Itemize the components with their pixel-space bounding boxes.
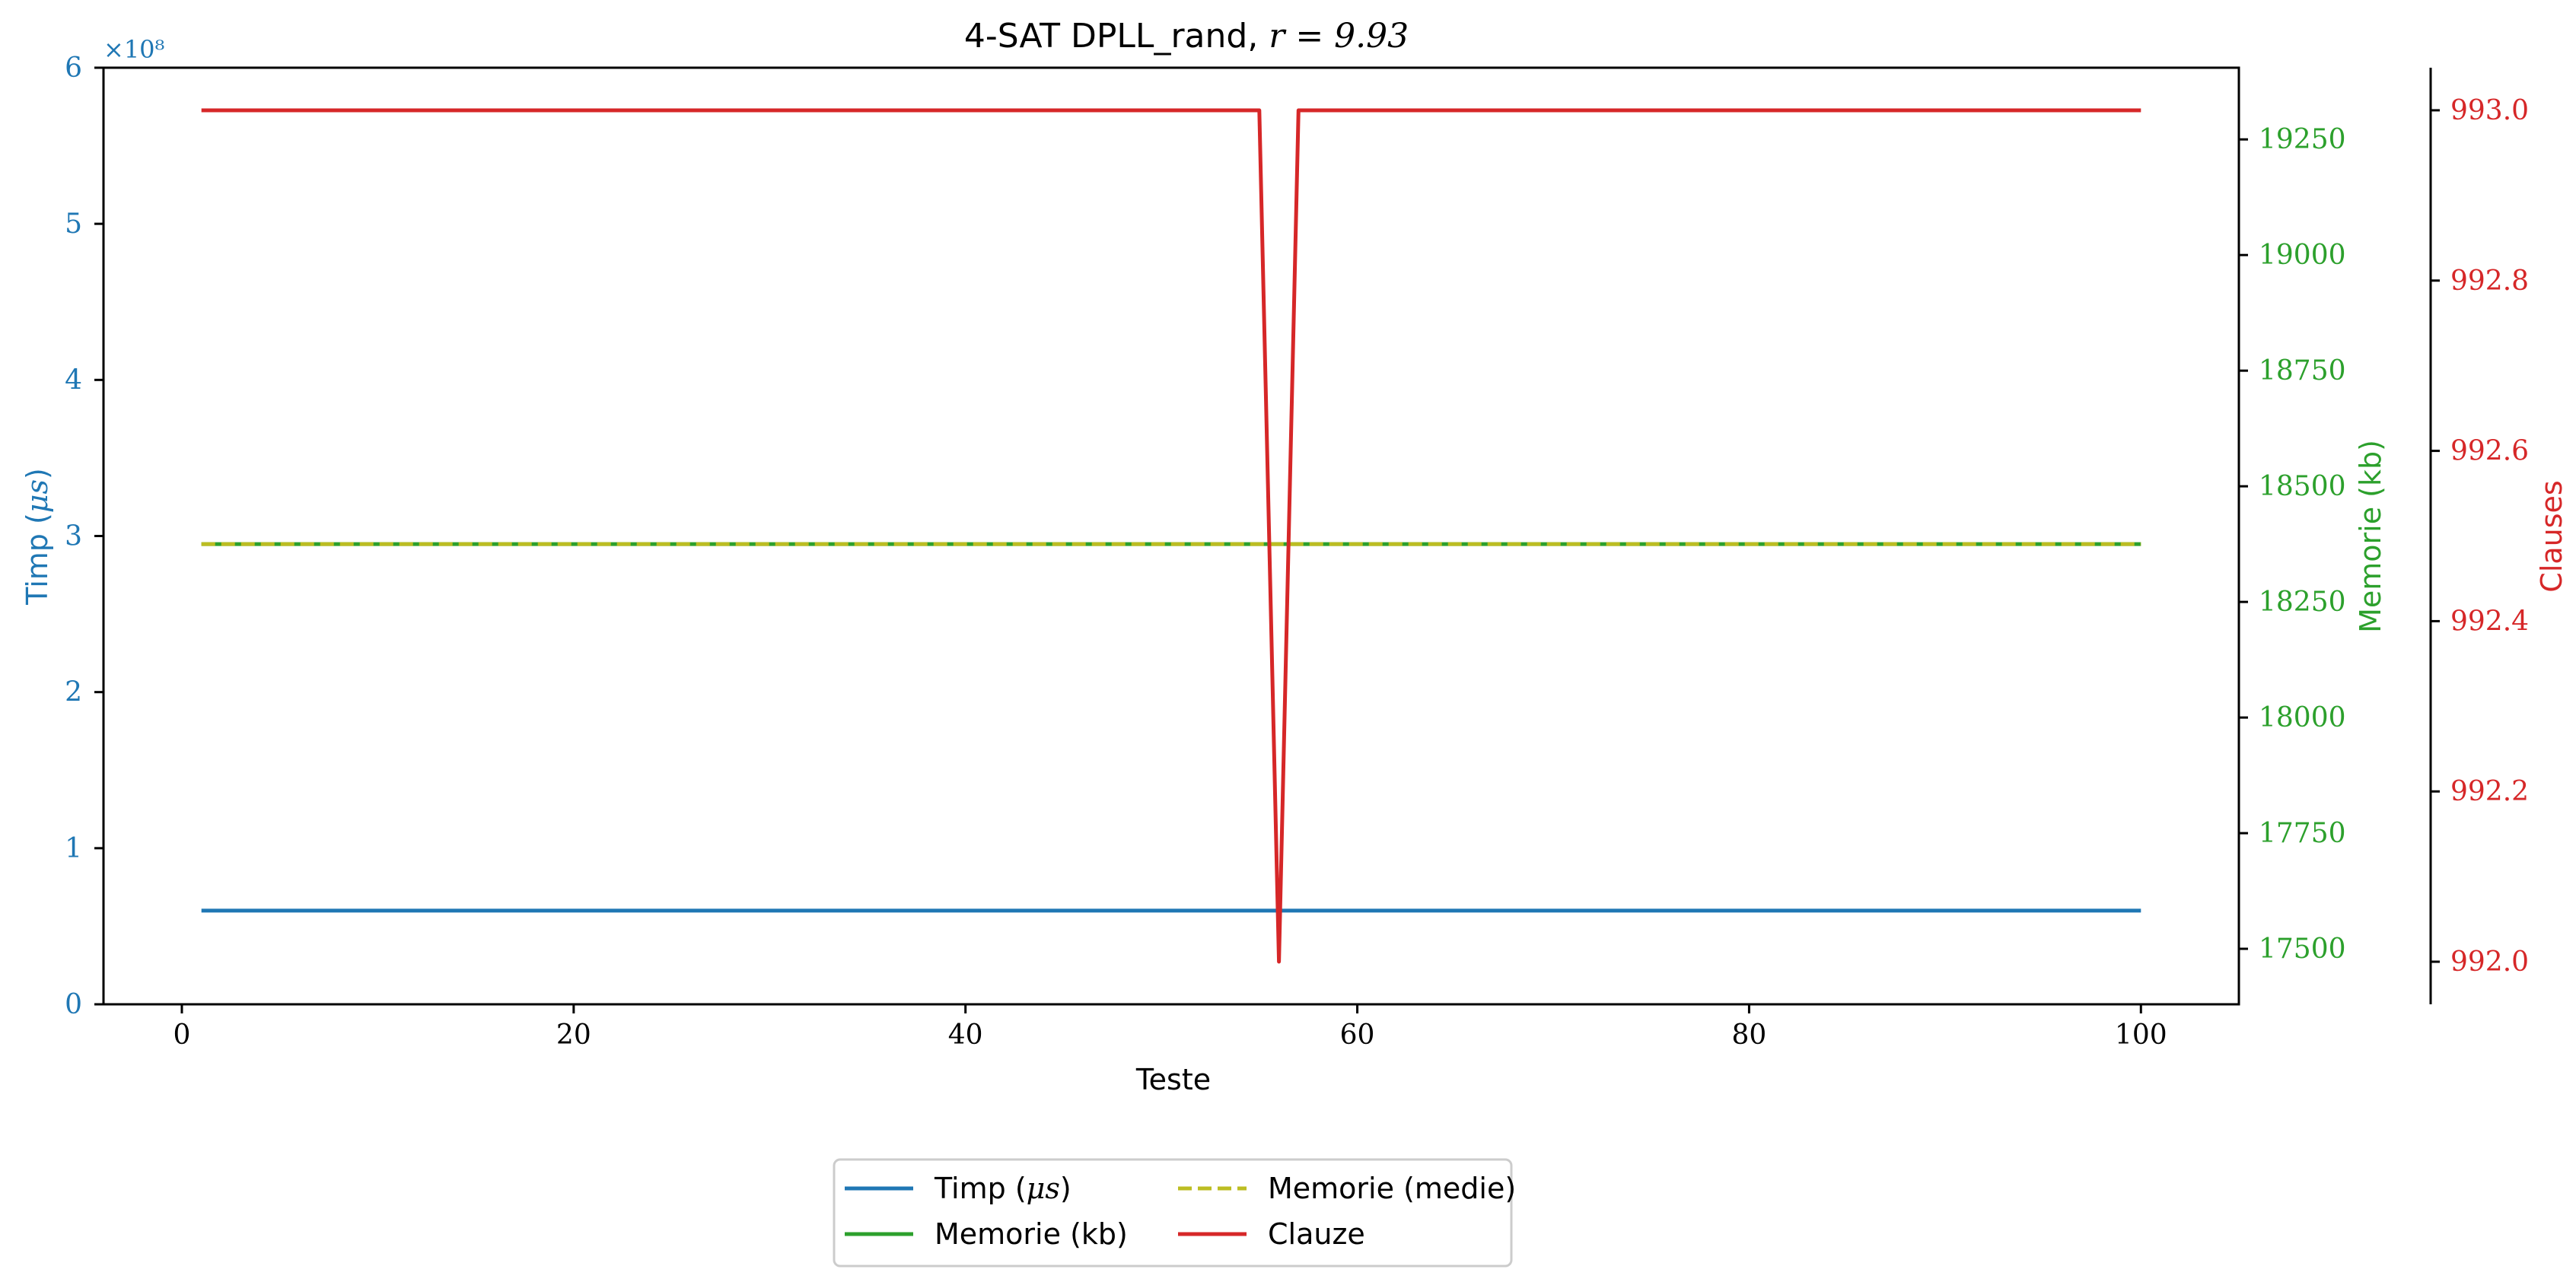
memory-tick-label: 19000 [2259, 240, 2346, 271]
time-axis-label-prefix: Timp ( [21, 513, 54, 606]
clauses-tick-label: 992.8 [2450, 266, 2529, 297]
time-axis-ticks: 0 1 2 3 4 5 6 [65, 52, 103, 1020]
x-tick-label: 20 [556, 1020, 591, 1051]
clauses-axis-ticks: 992.0 992.2 992.4 992.6 992.8 993.0 [2431, 95, 2529, 978]
clauses-tick-label: 992.0 [2450, 946, 2529, 978]
time-axis-multiplier: ×10⁸ [103, 35, 164, 64]
series-lines [201, 108, 2141, 964]
series-line-clauze [201, 108, 2141, 964]
time-tick-label: 1 [65, 833, 82, 864]
memory-tick-label: 19250 [2259, 124, 2346, 155]
legend-items: Timp (μs) Memorie (medie) Memorie (kb) Clau… [845, 1172, 1516, 1251]
memory-tick-label: 17500 [2259, 934, 2346, 965]
x-tick-label: 40 [948, 1020, 983, 1051]
memory-tick-label: 18000 [2259, 702, 2346, 733]
x-axis-ticks: 0 20 40 60 80 100 [174, 1004, 2167, 1051]
clauses-tick-label: 993.0 [2450, 95, 2529, 126]
x-tick-label: 0 [174, 1020, 191, 1051]
memory-tick-label: 18750 [2259, 355, 2346, 387]
memory-tick-label: 18500 [2259, 471, 2346, 502]
memory-tick-label: 18250 [2259, 587, 2346, 618]
time-axis-label-suffix: ) [21, 468, 54, 479]
memory-tick-label: 17750 [2259, 818, 2346, 849]
clauses-tick-label: 992.4 [2450, 606, 2529, 637]
legend-label-memorie-kb: Memorie (kb) [935, 1217, 1128, 1251]
memory-axis-ticks: 17500 17750 18000 18250 18500 18750 19000 19250 [2239, 124, 2346, 965]
clauses-tick-label: 992.6 [2450, 436, 2529, 467]
time-tick-label: 0 [65, 989, 82, 1020]
x-axis-label: Teste [1135, 1063, 1211, 1096]
legend-label-timp-s: Timp (μs) [934, 1172, 1071, 1205]
time-tick-label: 6 [65, 52, 82, 84]
chart-title: 4-SAT DPLL_rand, r = 9.93 [964, 17, 1409, 56]
time-tick-label: 5 [65, 208, 82, 240]
time-tick-label: 4 [65, 364, 82, 396]
legend-box [833, 1158, 1513, 1268]
chart-title-math: r = 9.93 [1269, 17, 1409, 56]
time-axis-label-math: μs [21, 479, 54, 513]
legend-label-clauze: Clauze [1268, 1217, 1365, 1251]
clauses-axis-label: Clauses [2535, 480, 2568, 592]
x-tick-label: 100 [2115, 1020, 2167, 1051]
clauses-tick-label: 992.2 [2450, 776, 2529, 807]
legend: Timp (μs) Memorie (medie) Memorie (kb) Clau… [833, 1158, 1516, 1268]
time-tick-label: 2 [65, 677, 82, 708]
x-tick-label: 80 [1732, 1020, 1767, 1051]
x-tick-label: 60 [1340, 1020, 1375, 1051]
memory-axis-label: Memorie (kb) [2354, 440, 2387, 633]
time-tick-label: 3 [65, 521, 82, 552]
legend-label-memorie-medie: Memorie (medie) [1268, 1172, 1516, 1205]
chart-title-text: 4-SAT DPLL_rand, [964, 17, 1269, 56]
time-axis-label: Timp (μs) [21, 468, 54, 606]
